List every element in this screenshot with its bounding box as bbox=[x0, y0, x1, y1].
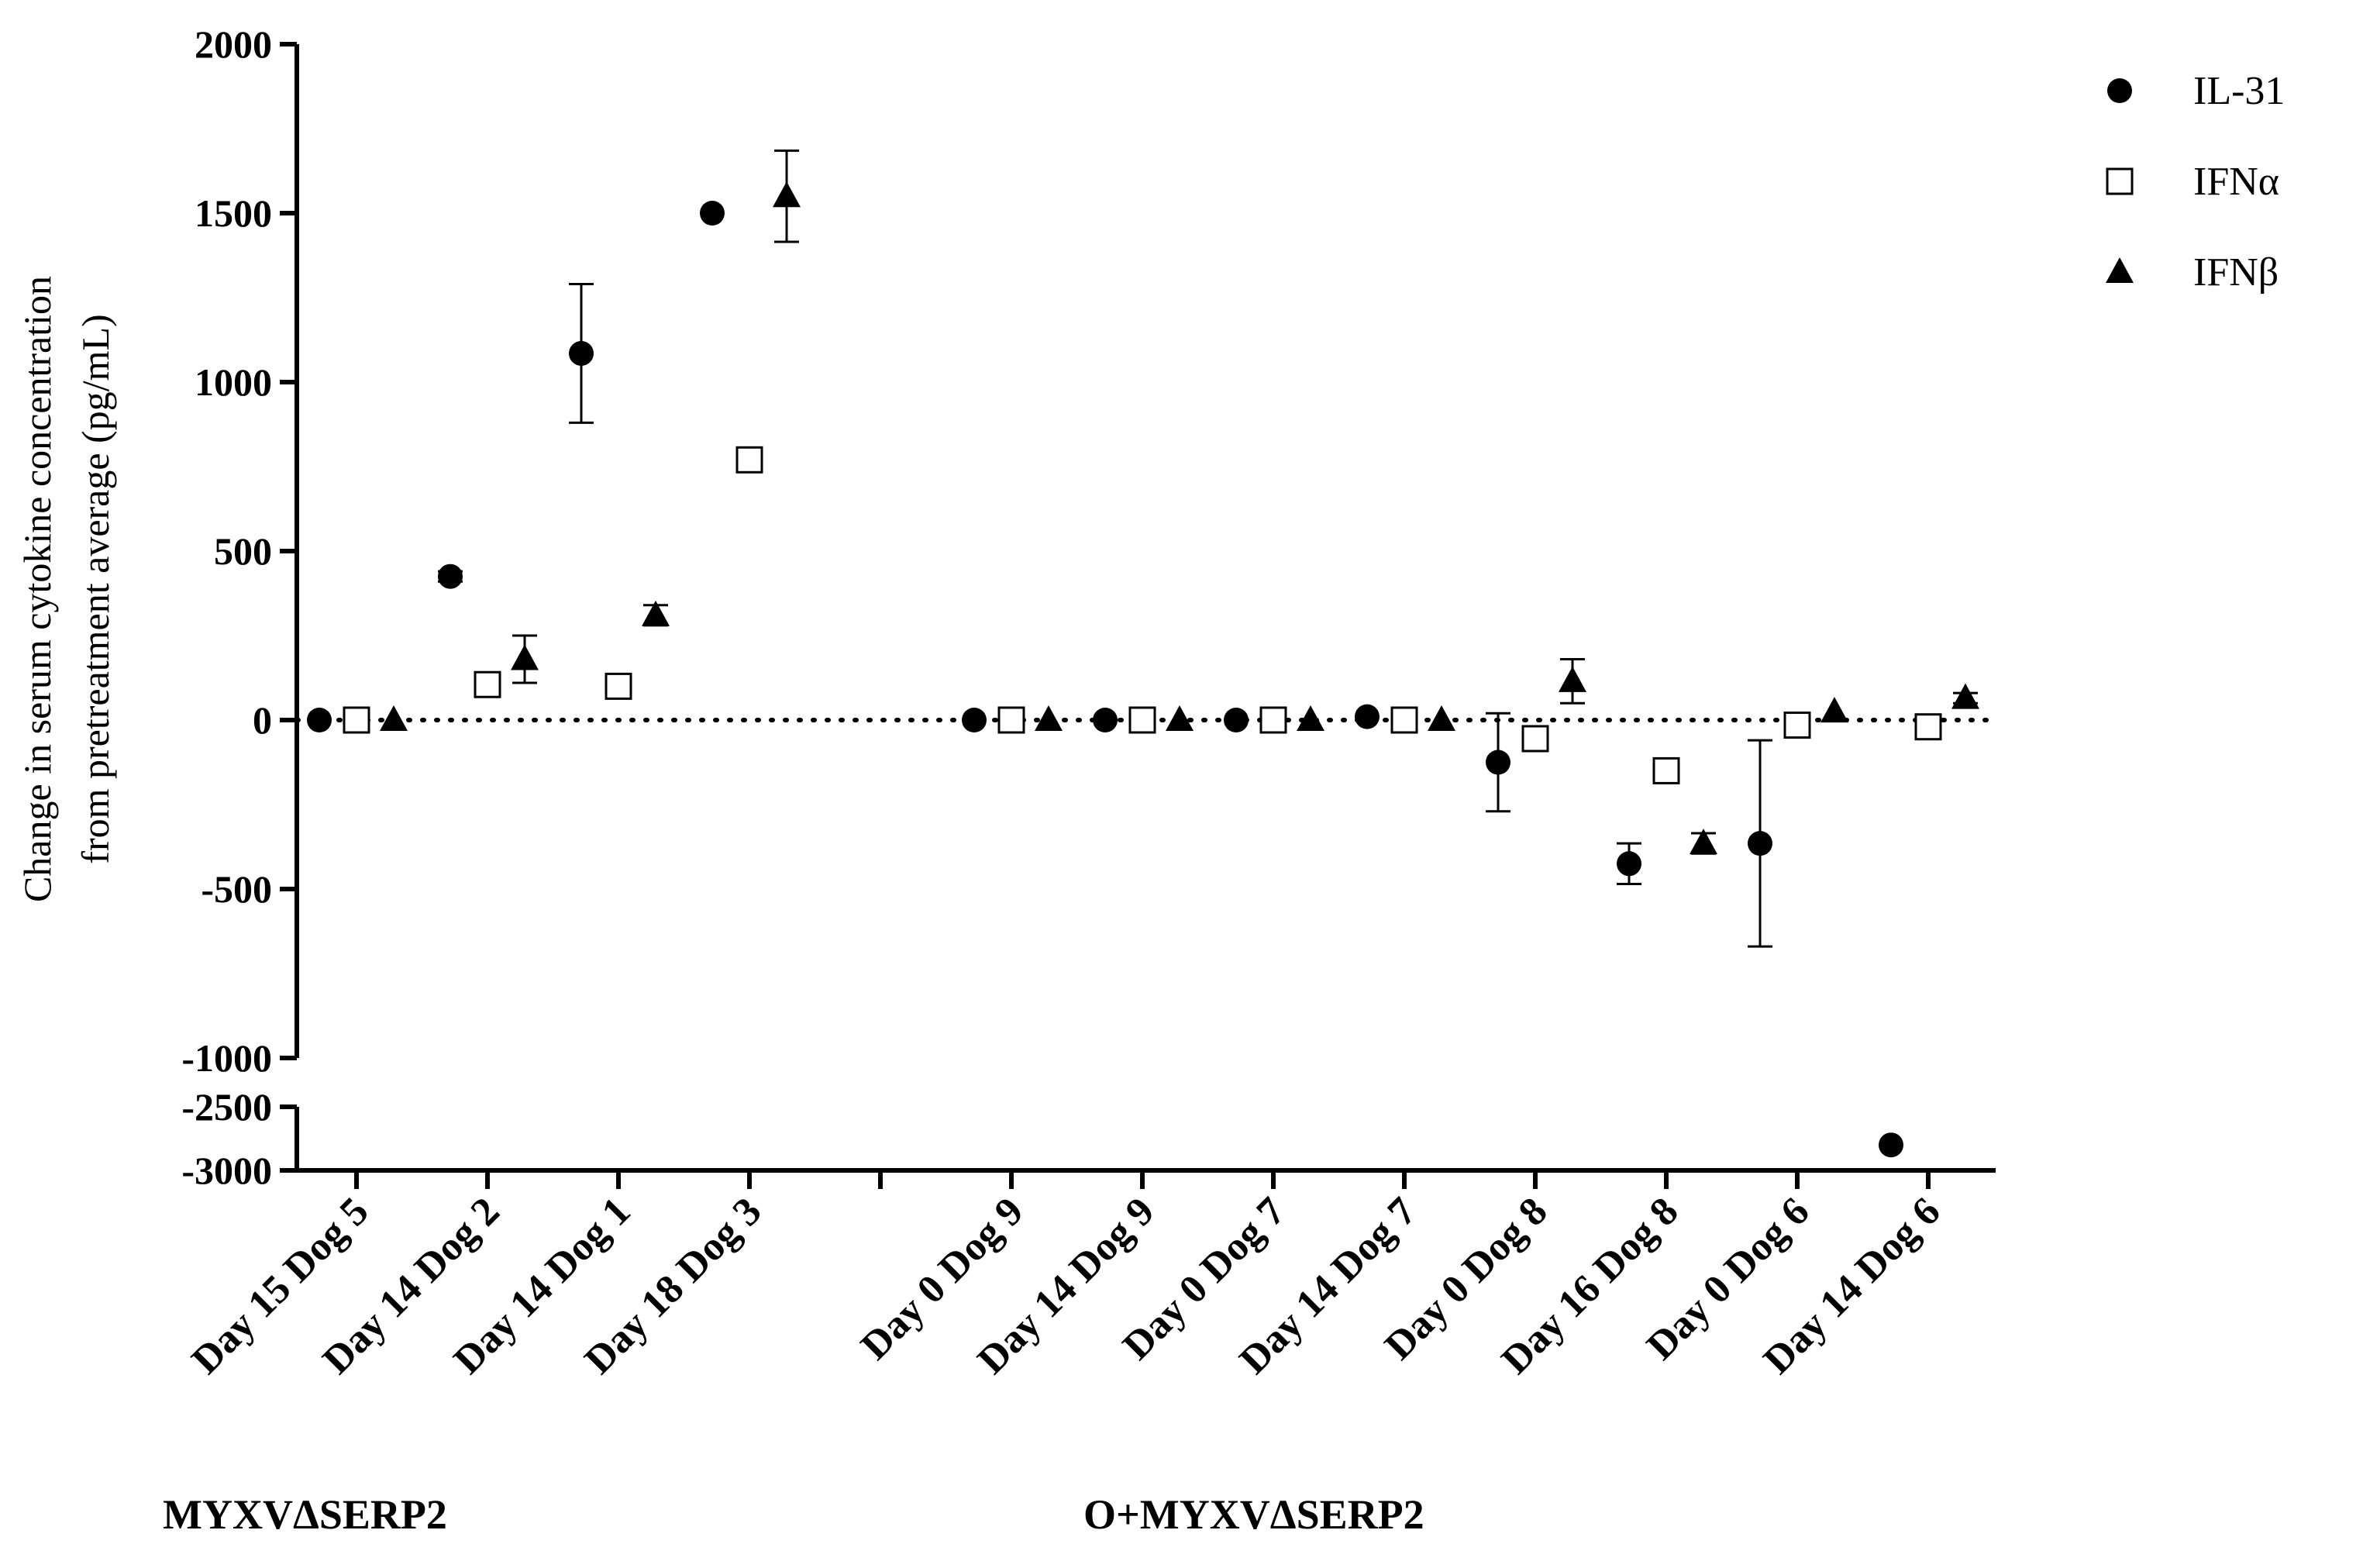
group-labels: MYXVΔSERP2 O+MYXVΔSERP2 bbox=[163, 1491, 1424, 1538]
point-ifn-day-14-dog-1 bbox=[605, 672, 632, 700]
y-tick-label: -500 bbox=[201, 867, 272, 911]
point-ifn-day-18-dog-3 bbox=[773, 181, 801, 208]
point-ifn-day-0-dog-6 bbox=[1820, 697, 1848, 723]
point-il-31-day-0-dog-6 bbox=[1748, 831, 1772, 856]
y-tick-label: -1000 bbox=[181, 1036, 272, 1080]
y-axis-label-line1: Change in serum cytokine concentration bbox=[16, 276, 59, 902]
y-tick-label: -3000 bbox=[181, 1149, 272, 1192]
legend-label-il-31: IL-31 bbox=[2193, 69, 2285, 113]
point-ifn-day-18-dog-3 bbox=[735, 446, 763, 474]
y-axis-label-line2: from pretreatment average (pg/mL) bbox=[74, 314, 117, 863]
legend-label-ifn: IFNβ bbox=[2193, 250, 2279, 295]
data-points bbox=[307, 149, 1979, 1158]
point-ifn-day-0-dog-8 bbox=[1521, 725, 1549, 753]
y-tick-label: -2500 bbox=[181, 1085, 272, 1129]
point-il-31-day-0-dog-9 bbox=[962, 708, 987, 732]
point-ifn-day-14-dog-7 bbox=[1390, 706, 1418, 734]
point-il-31-day-14-dog-7 bbox=[1355, 704, 1380, 729]
point-ifn-day-14-dog-1 bbox=[642, 600, 670, 626]
point-il-31-day-0-dog-8 bbox=[1486, 750, 1510, 775]
point-ifn-day-14-dog-2 bbox=[474, 670, 501, 698]
point-ifn-day-14-dog-9 bbox=[1128, 706, 1156, 734]
point-il-31-day-14-dog-9 bbox=[1093, 708, 1118, 732]
legend-label-ifn: IFNα bbox=[2193, 160, 2279, 204]
point-ifn-day-14-dog-2 bbox=[511, 644, 539, 670]
point-il-31-day-14-dog-2 bbox=[438, 563, 463, 589]
point-il-31-day-18-dog-3 bbox=[700, 201, 725, 226]
point-ifn-day-0-dog-6 bbox=[1783, 712, 1811, 739]
group-label-myxv-serp2: MYXVΔSERP2 bbox=[163, 1491, 447, 1538]
point-il-31-day-15-dog-5 bbox=[307, 708, 332, 732]
point-ifn-day-14-dog-7 bbox=[1428, 705, 1455, 731]
point-il-31-day-16-dog-8 bbox=[1617, 851, 1641, 877]
point-ifn-day-0-dog-7 bbox=[1259, 706, 1287, 734]
point-ifn-day-14-dog-9 bbox=[1166, 705, 1194, 731]
point-ifn-day-16-dog-8 bbox=[1652, 756, 1680, 784]
y-axis-lower: -2500 -3000 bbox=[181, 1085, 299, 1192]
point-ifn-day-15-dog-5 bbox=[380, 705, 408, 731]
point-ifn-day-0-dog-8 bbox=[1559, 666, 1586, 692]
legend-marker-ifn bbox=[2106, 167, 2134, 195]
y-tick-label: 1500 bbox=[195, 191, 272, 235]
point-ifn-day-15-dog-5 bbox=[343, 706, 370, 734]
y-tick-label: 1000 bbox=[195, 360, 272, 404]
point-ifn-day-0-dog-9 bbox=[997, 706, 1025, 734]
point-il-31-day-0-dog-7 bbox=[1224, 708, 1249, 732]
y-tick-label: 2000 bbox=[195, 22, 272, 66]
point-ifn-day-14-dog-6 bbox=[1914, 713, 1942, 741]
y-tick-label: 500 bbox=[214, 529, 272, 573]
point-il-31-day-14-dog-6 bbox=[1879, 1132, 1903, 1158]
point-ifn-day-16-dog-8 bbox=[1690, 829, 1717, 855]
point-ifn-day-0-dog-7 bbox=[1297, 705, 1324, 731]
legend-marker-il-31 bbox=[2107, 78, 2132, 103]
y-axis-upper: 2000 1500 1000 500 0 -500 -1000 bbox=[181, 22, 299, 1080]
legend-marker-ifn bbox=[2106, 257, 2134, 283]
y-tick-label: 0 bbox=[253, 698, 272, 742]
point-il-31-day-14-dog-1 bbox=[569, 340, 594, 366]
legend: IL-31 IFNα IFNβ bbox=[2106, 69, 2285, 295]
group-label-o-myxv-serp2: O+MYXVΔSERP2 bbox=[1083, 1491, 1424, 1538]
point-ifn-day-0-dog-9 bbox=[1035, 705, 1063, 731]
point-ifn-day-14-dog-6 bbox=[1951, 683, 1979, 709]
